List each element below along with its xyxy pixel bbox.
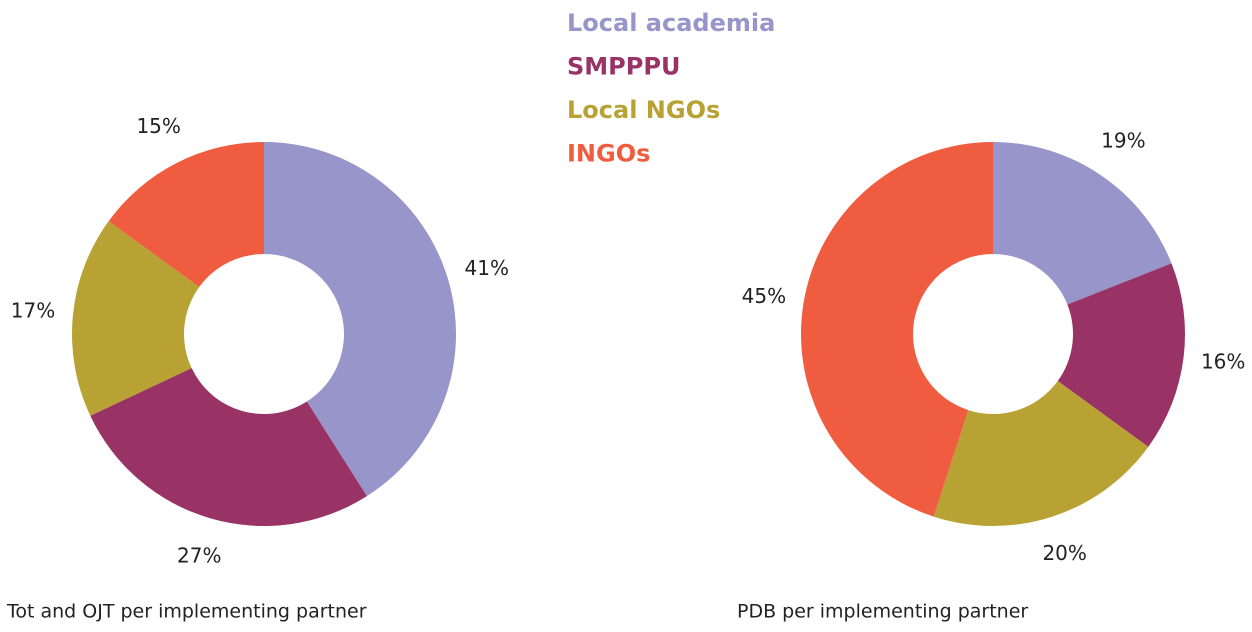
data-label: 16% — [1201, 350, 1245, 374]
data-label: 45% — [742, 284, 786, 308]
data-label: 27% — [177, 543, 221, 567]
donut-slice — [108, 142, 265, 287]
data-label: 15% — [136, 114, 180, 138]
donut-slice — [90, 368, 367, 526]
chart-caption: Tot and OJT per implementing partner — [6, 601, 367, 623]
donut-slice — [993, 142, 1172, 305]
data-label: 41% — [465, 256, 509, 280]
donut-slice — [933, 381, 1149, 526]
donut-slice — [264, 142, 457, 497]
legend-item: SMPPPU — [567, 53, 680, 81]
donut-slice — [72, 221, 200, 416]
chart-caption: PDB per implementing partner — [737, 601, 1028, 623]
donut-slice — [800, 142, 993, 517]
data-label: 19% — [1101, 129, 1145, 153]
data-label: 20% — [1042, 541, 1086, 565]
legend-item: Local NGOs — [567, 96, 720, 124]
legend-item: INGOs — [567, 140, 650, 168]
legend-item: Local academia — [567, 9, 775, 37]
donut-slice — [1057, 263, 1186, 447]
data-label: 17% — [11, 299, 55, 323]
